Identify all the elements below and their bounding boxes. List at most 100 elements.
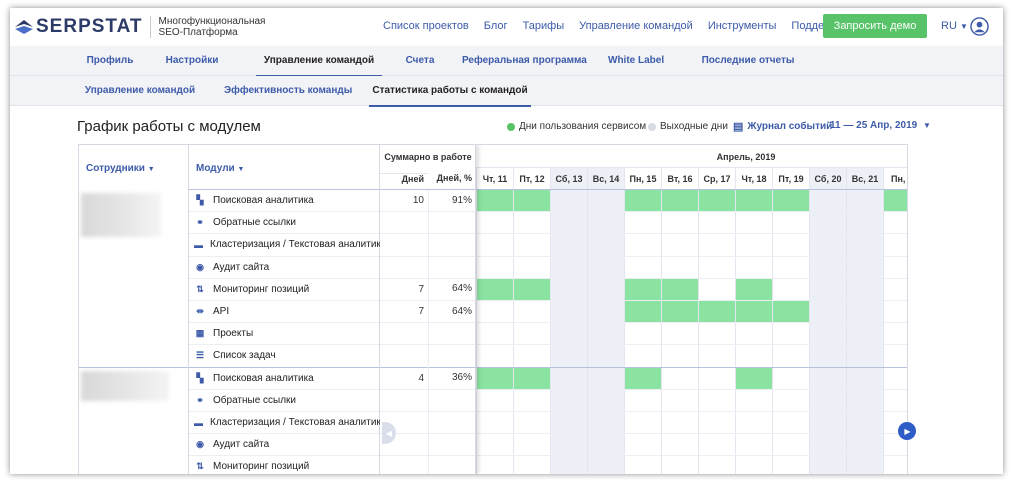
day-cell — [883, 456, 907, 474]
day-cell — [772, 212, 809, 235]
day-cell — [476, 389, 513, 412]
day-cell — [550, 190, 587, 212]
day-cell — [624, 434, 661, 457]
day-cell — [735, 234, 772, 257]
event-journal-link[interactable]: ▤ Журнал событий — [733, 120, 832, 133]
language-selector[interactable]: RU ▼ — [941, 20, 968, 32]
day-cell — [476, 434, 513, 457]
rank-tracker-icon: ⇅ — [196, 461, 204, 472]
module-row: ☰ Список задач — [189, 344, 379, 366]
day-cell — [661, 434, 698, 457]
day-cell — [476, 456, 513, 474]
used-day-cell — [624, 367, 661, 390]
tab-sub-0[interactable]: Управление командой — [84, 85, 196, 96]
days-count: 10 — [412, 195, 424, 206]
calendar-row — [476, 277, 907, 301]
calendar-row — [476, 344, 907, 368]
modules-sort-header[interactable]: Модули ▼ — [196, 163, 244, 174]
calendar-row — [476, 189, 907, 212]
day-cell — [513, 434, 550, 457]
day-cell — [846, 190, 883, 212]
caret-down-icon: ▼ — [147, 166, 155, 173]
backlinks-icon: ⚭ — [196, 394, 204, 405]
summary-header: Суммарно в работе — [384, 152, 472, 162]
account-tabs: Профиль Настройки Управление командой Счета… — [10, 46, 1003, 77]
used-day-cell — [661, 278, 698, 301]
day-cell — [550, 412, 587, 434]
day-cell — [698, 456, 735, 474]
summary-row — [380, 455, 475, 474]
scroll-left-button[interactable]: ◀ — [382, 422, 396, 444]
day-header: Вт, 16 — [661, 167, 698, 189]
module-label: Мониторинг позиций — [213, 461, 310, 473]
tab-sub-2[interactable]: Статистика работы с командой — [369, 76, 531, 107]
day-cell — [809, 389, 846, 412]
day-cell — [883, 345, 907, 368]
used-day-cell — [772, 190, 809, 212]
day-header: Вс, 21 — [846, 167, 883, 189]
summary-row: 7 64% — [380, 277, 475, 301]
tab-main-3[interactable]: Счета — [405, 55, 435, 66]
employees-sort-header[interactable]: Сотрудники ▼ — [86, 163, 155, 174]
user-avatar-icon[interactable] — [970, 17, 989, 36]
day-cell — [846, 412, 883, 434]
logo-divider — [149, 16, 151, 38]
day-cell — [587, 367, 624, 390]
day-cell — [661, 323, 698, 346]
days-percent — [428, 211, 476, 234]
summary-row — [380, 255, 475, 279]
used-day-cell — [476, 278, 513, 301]
nav-link-0[interactable]: Список проектов — [383, 20, 469, 32]
used-day-cell — [476, 367, 513, 390]
day-cell — [883, 367, 907, 390]
day-header: Ср, 17 — [698, 167, 735, 189]
tab-main-6[interactable]: Последние отчеты — [701, 55, 795, 66]
tab-main-2[interactable]: Управление командой — [256, 46, 382, 77]
day-cell — [809, 367, 846, 390]
employee-avatar-blurred — [81, 193, 161, 237]
day-cell — [772, 434, 809, 457]
day-cell — [513, 412, 550, 434]
used-day-cell — [513, 367, 550, 390]
day-cell — [624, 256, 661, 279]
day-cell — [846, 456, 883, 474]
day-cell — [698, 323, 735, 346]
green-dot-icon — [507, 122, 515, 131]
module-row: ◉ Аудит сайта — [189, 255, 379, 278]
module-row: ◉ Аудит сайта — [189, 433, 379, 455]
scroll-right-button[interactable]: ▶ — [898, 422, 916, 440]
logo-mark-icon — [15, 20, 33, 34]
day-cell — [735, 323, 772, 346]
nav-link-2[interactable]: Тарифы — [522, 20, 565, 32]
nav-link-4[interactable]: Инструменты — [707, 20, 777, 32]
day-cell — [809, 412, 846, 434]
day-cell — [846, 367, 883, 390]
request-demo-button[interactable]: Запросить демо — [823, 14, 927, 38]
tab-sub-1[interactable]: Эффективность команды — [224, 85, 353, 96]
tab-main-4[interactable]: Реферальная программа — [462, 55, 587, 66]
day-cell — [661, 367, 698, 390]
day-cell — [809, 456, 846, 474]
calendar-row — [476, 366, 907, 390]
day-header: Чт, 11 — [476, 167, 513, 189]
nav-link-1[interactable]: Блог — [483, 20, 508, 32]
day-cell — [883, 389, 907, 412]
day-cell — [809, 190, 846, 212]
day-cell — [883, 412, 907, 434]
tab-main-1[interactable]: Настройки — [165, 55, 219, 66]
day-cell — [550, 389, 587, 412]
tab-main-0[interactable]: Профиль — [86, 55, 134, 66]
used-day-cell — [735, 301, 772, 323]
tagline-line-2: SEO-Платформа — [158, 27, 238, 38]
tab-main-5[interactable]: White Label — [608, 55, 665, 66]
module-row: ⇅ Мониторинг позиций — [189, 455, 379, 474]
logo[interactable]: SERPSTAT Многофункциональная SEO-Платфор… — [15, 16, 265, 38]
days-percent: 91% — [428, 189, 476, 212]
nav-link-3[interactable]: Управление командой — [579, 20, 693, 32]
day-cell — [735, 212, 772, 235]
date-range-picker[interactable]: 11 — 25 Апр, 2019 ▼ — [830, 120, 931, 131]
day-cell — [476, 345, 513, 368]
page-title: График работы с модулем — [77, 118, 261, 135]
calendar-row — [476, 255, 907, 279]
calendar-row — [476, 322, 907, 346]
